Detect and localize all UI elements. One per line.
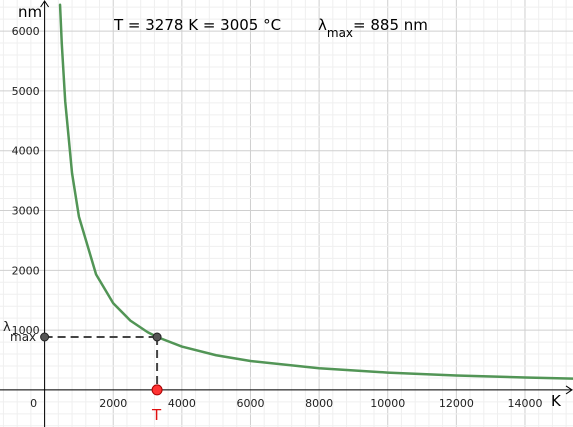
series-layer xyxy=(58,3,573,380)
temperature-readout: T = 3278 K = 3005 °C xyxy=(113,16,281,34)
lambda-point-label-symbol: λ xyxy=(3,320,11,335)
x-tick-label: 4000 xyxy=(168,397,196,410)
lambda-readout-value: = 885 nm xyxy=(353,16,428,34)
lambda-axis-point xyxy=(40,332,50,342)
points-layer[interactable] xyxy=(40,332,163,396)
lambda-point-label-subscript: max xyxy=(10,330,36,344)
t-point-label: T xyxy=(151,406,162,424)
curve-point xyxy=(152,332,162,342)
x-tick-label: 2000 xyxy=(99,397,127,410)
guide-lines xyxy=(44,335,159,390)
lambda-readout-subscript: max xyxy=(327,26,353,40)
y-tick-label: 6000 xyxy=(12,25,40,38)
x-tick-label: 8000 xyxy=(305,397,333,410)
series-line xyxy=(58,3,573,380)
tick-labels: 0 2000 4000 6000 8000 10000 12000 14000 1000 2000… xyxy=(12,25,543,410)
y-tick-label: 3000 xyxy=(12,205,40,218)
y-tick-label: 4000 xyxy=(12,145,40,158)
lambda-readout-symbol: λ xyxy=(318,16,327,34)
t-point-handle[interactable] xyxy=(151,384,163,396)
y-tick-label: 1000 xyxy=(12,324,40,337)
y-tick-label: 2000 xyxy=(12,264,40,277)
y-axis-label: nm xyxy=(18,3,42,21)
lambda-point-label: λmax xyxy=(3,320,36,344)
x-tick-label: 0 xyxy=(30,397,37,410)
y-tick-label: 5000 xyxy=(12,85,40,98)
x-tick-label: 14000 xyxy=(507,397,542,410)
x-tick-label: 12000 xyxy=(439,397,474,410)
y-axis-arrow xyxy=(40,0,50,8)
lambda-readout: λmax= 885 nm xyxy=(318,16,428,40)
x-tick-label: 10000 xyxy=(370,397,405,410)
x-tick-label: 6000 xyxy=(236,397,264,410)
x-axis-label: K xyxy=(551,392,562,410)
x-axis-arrow xyxy=(565,385,573,395)
